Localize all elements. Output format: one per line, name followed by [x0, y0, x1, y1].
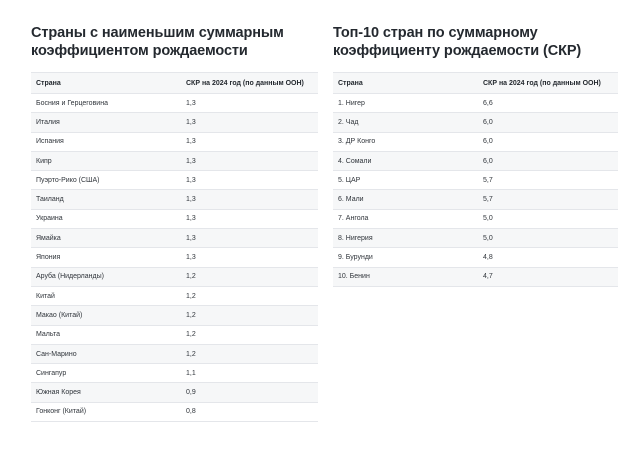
fertility-value-cell: 1,2	[181, 267, 318, 287]
table-row: Китай 1,2	[31, 286, 318, 307]
fertility-value-cell: 5,0	[478, 209, 618, 230]
fertility-value-cell: 4,7	[478, 267, 618, 287]
table-row: Сингапур 1,1	[31, 363, 318, 384]
top-fertility-section: Топ-10 стран по суммарному коэффициенту …	[333, 24, 618, 287]
country-cell: Сан-Марино	[31, 344, 181, 365]
table-row: 8. Нигерия 5,0	[333, 228, 618, 249]
country-cell: Пуэрто-Рико (США)	[31, 170, 181, 191]
fertility-value-cell: 6,0	[478, 151, 618, 172]
fertility-value-cell: 1,3	[181, 209, 318, 230]
fertility-value-cell: 5,7	[478, 170, 618, 191]
table-row: Пуэрто-Рико (США) 1,3	[31, 170, 318, 191]
table-row: 6. Мали 5,7	[333, 189, 618, 210]
table-row: Кипр 1,3	[31, 151, 318, 172]
fertility-value-cell: 1,3	[181, 132, 318, 152]
top-fertility-title: Топ-10 стран по суммарному коэффициенту …	[333, 25, 582, 59]
country-cell: Сингапур	[31, 363, 181, 384]
table-row: Макао (Китай) 1,2	[31, 305, 318, 326]
country-cell: Ямайка	[31, 228, 181, 249]
table-row: 9. Бурунди 4,8	[333, 247, 618, 268]
country-cell: Гонконг (Китай)	[31, 402, 181, 423]
country-cell: 5. ЦАР	[333, 170, 478, 191]
table-row: Босния и Герцеговина 1,3	[31, 93, 318, 114]
country-cell: Таиланд	[31, 189, 181, 210]
fertility-value-cell: 5,0	[478, 228, 618, 249]
country-cell: Мальта	[31, 325, 181, 345]
country-cell: Япония	[31, 247, 181, 268]
fertility-value-cell: 1,2	[181, 344, 318, 365]
table-row: 4. Сомали 6,0	[333, 151, 618, 172]
lowest-fertility-title: Страны с наименьшим суммарным коэффициен…	[31, 25, 284, 59]
country-cell: 4. Сомали	[333, 151, 478, 172]
table-row: Испания 1,3	[31, 132, 318, 152]
table-row: 2. Чад 6,0	[333, 112, 618, 133]
fertility-value-cell: 0,9	[181, 382, 318, 403]
fertility-value-cell: 1,3	[181, 170, 318, 191]
table-header-row: Страна СКР на 2024 год (по данным ООН)	[31, 72, 318, 94]
country-cell: 9. Бурунди	[333, 247, 478, 268]
table-row: Япония 1,3	[31, 247, 318, 268]
fertility-value-cell: 5,7	[478, 189, 618, 210]
fertility-value-cell: 6,0	[478, 112, 618, 133]
table-row: 3. ДР Конго 6,0	[333, 132, 618, 152]
fertility-value-cell: 1,3	[181, 189, 318, 210]
fertility-value-cell: 1,2	[181, 305, 318, 326]
fertility-value-cell: 1,1	[181, 363, 318, 384]
fertility-value-cell: 0,8	[181, 402, 318, 423]
fertility-value-cell: 1,2	[181, 325, 318, 345]
country-cell: Южная Корея	[31, 382, 181, 403]
fertility-value-cell: 6,0	[478, 132, 618, 152]
fertility-value-cell: 4,8	[478, 247, 618, 268]
fertility-value-cell: 6,6	[478, 93, 618, 114]
country-cell: Кипр	[31, 151, 181, 172]
country-cell: 1. Нигер	[333, 93, 478, 114]
country-cell: Макао (Китай)	[31, 305, 181, 326]
table-row: Таиланд 1,3	[31, 189, 318, 210]
fertility-value-cell: 1,3	[181, 93, 318, 114]
table-row: Гонконг (Китай) 0,8	[31, 402, 318, 423]
fertility-value-cell: 1,3	[181, 228, 318, 249]
lowest-fertility-section: Страны с наименьшим суммарным коэффициен…	[31, 24, 318, 423]
country-cell: Италия	[31, 112, 181, 133]
country-cell: Аруба (Нидерланды)	[31, 267, 181, 287]
column-header-country: Страна	[333, 72, 478, 94]
table-row: 1. Нигер 6,6	[333, 93, 618, 114]
country-cell: 3. ДР Конго	[333, 132, 478, 152]
column-header-value: СКР на 2024 год (по данным ООН)	[478, 72, 618, 94]
table-row: Ямайка 1,3	[31, 228, 318, 249]
table-row: Аруба (Нидерланды) 1,2	[31, 267, 318, 287]
table-row: Южная Корея 0,9	[31, 382, 318, 403]
top-fertility-table: Страна СКР на 2024 год (по данным ООН) 1…	[333, 72, 618, 287]
country-cell: 8. Нигерия	[333, 228, 478, 249]
country-cell: Украина	[31, 209, 181, 230]
fertility-value-cell: 1,3	[181, 151, 318, 172]
country-cell: 2. Чад	[333, 112, 478, 133]
fertility-value-cell: 1,3	[181, 247, 318, 268]
country-cell: Испания	[31, 132, 181, 152]
table-row: Сан-Марино 1,2	[31, 344, 318, 365]
country-cell: 7. Ангола	[333, 209, 478, 230]
table-row: 5. ЦАР 5,7	[333, 170, 618, 191]
fertility-value-cell: 1,3	[181, 112, 318, 133]
table-row: Украина 1,3	[31, 209, 318, 230]
column-header-country: Страна	[31, 72, 181, 94]
table-row: Мальта 1,2	[31, 325, 318, 345]
country-cell: Босния и Герцеговина	[31, 93, 181, 114]
lowest-fertility-table: Страна СКР на 2024 год (по данным ООН) Б…	[31, 72, 318, 423]
table-header-row: Страна СКР на 2024 год (по данным ООН)	[333, 72, 618, 94]
country-cell: Китай	[31, 286, 181, 307]
column-header-value: СКР на 2024 год (по данным ООН)	[181, 72, 318, 94]
top-fertility-table-body: 1. Нигер 6,6 2. Чад 6,0 3. ДР Конго 6,0 4. Сом…	[333, 93, 618, 287]
lowest-fertility-table-body: Босния и Герцеговина 1,3 Италия 1,3 Испания 1…	[31, 93, 318, 423]
country-cell: 6. Мали	[333, 189, 478, 210]
table-row: Италия 1,3	[31, 112, 318, 133]
country-cell: 10. Бенин	[333, 267, 478, 287]
table-row: 10. Бенин 4,7	[333, 267, 618, 287]
fertility-value-cell: 1,2	[181, 286, 318, 307]
table-row: 7. Ангола 5,0	[333, 209, 618, 230]
